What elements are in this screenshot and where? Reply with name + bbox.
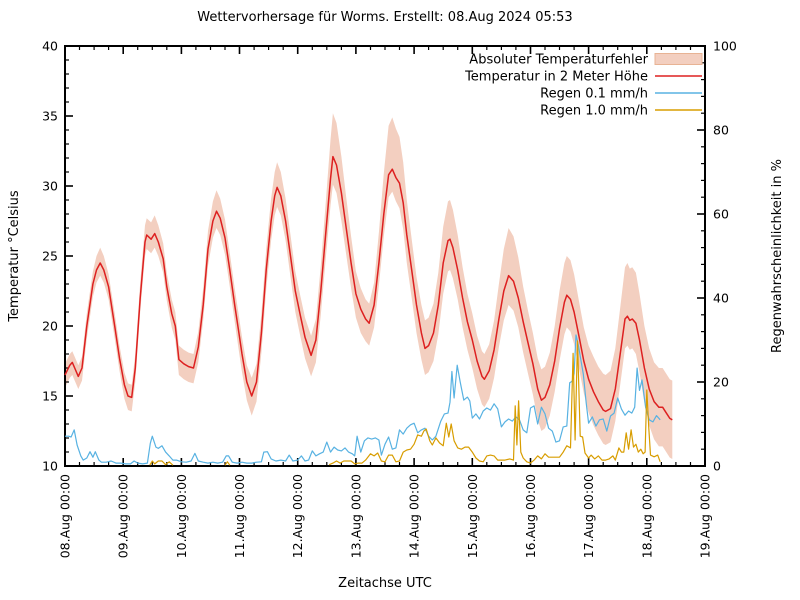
x-tick-label: 15.Aug 00:00 [465, 474, 480, 558]
y-left-tick-label: 15 [42, 389, 58, 404]
y-right-tick-label: 100 [713, 39, 737, 54]
legend: Absoluter Temperaturfehler Temperatur in … [464, 53, 703, 119]
y-right-tick-label: 0 [713, 459, 721, 474]
x-tick-label: 14.Aug 00:00 [407, 474, 422, 558]
legend-band-swatch [654, 53, 703, 65]
x-tick-label: 09.Aug 00:00 [116, 474, 131, 558]
y-left-tick-label: 25 [42, 249, 58, 264]
temperature-error-band [65, 113, 673, 459]
y-right-tick-label: 60 [713, 207, 729, 222]
x-tick-label: 10.Aug 00:00 [174, 474, 189, 558]
plot-frame [64, 45, 706, 467]
legend-item-label: Regen 1.0 mm/h [540, 104, 648, 119]
y-left-tick-label: 10 [42, 459, 58, 474]
axes: 08.Aug 00:00 09.Aug 00:00 10.Aug 00:00 11.A… [42, 39, 737, 559]
y-right-tick-label: 20 [713, 375, 729, 390]
y-right-tick-label: 40 [713, 291, 729, 306]
x-tick-label: 12.Aug 00:00 [290, 474, 305, 558]
legend-item-label: Regen 0.1 mm/h [540, 87, 648, 102]
temperature-line [64, 155, 673, 421]
y-right-tick-label: 80 [713, 123, 729, 138]
legend-item-label: Temperatur in 2 Meter Höhe [464, 70, 648, 85]
x-axis-title: Zeitachse UTC [338, 576, 432, 591]
x-tick-label: 13.Aug 00:00 [348, 474, 363, 558]
rain-10-line [328, 340, 661, 466]
x-tick-label: 16.Aug 00:00 [523, 474, 538, 558]
y-left-tick-label: 35 [42, 109, 58, 124]
x-tick-label: 11.Aug 00:00 [232, 474, 247, 558]
y-left-tick-label: 30 [42, 179, 58, 194]
x-tick-label: 17.Aug 00:00 [581, 474, 596, 558]
legend-item-label: Absoluter Temperaturfehler [469, 53, 648, 68]
y-left-tick-label: 40 [42, 39, 58, 54]
y-left-tick-label: 20 [42, 319, 58, 334]
x-tick-label: 19.Aug 00:00 [698, 474, 713, 558]
rain-10-line [224, 461, 231, 466]
rain-10-line [149, 460, 174, 466]
x-tick-label: 08.Aug 00:00 [58, 474, 73, 558]
y-right-axis-title: Regenwahrscheinlichkeit in % [770, 159, 785, 353]
x-tick-label: 18.Aug 00:00 [639, 474, 654, 558]
chart-title: Wettervorhersage für Worms. Erstellt: 08… [197, 10, 573, 25]
y-left-axis-title: Temperatur °Celsius [7, 190, 22, 323]
